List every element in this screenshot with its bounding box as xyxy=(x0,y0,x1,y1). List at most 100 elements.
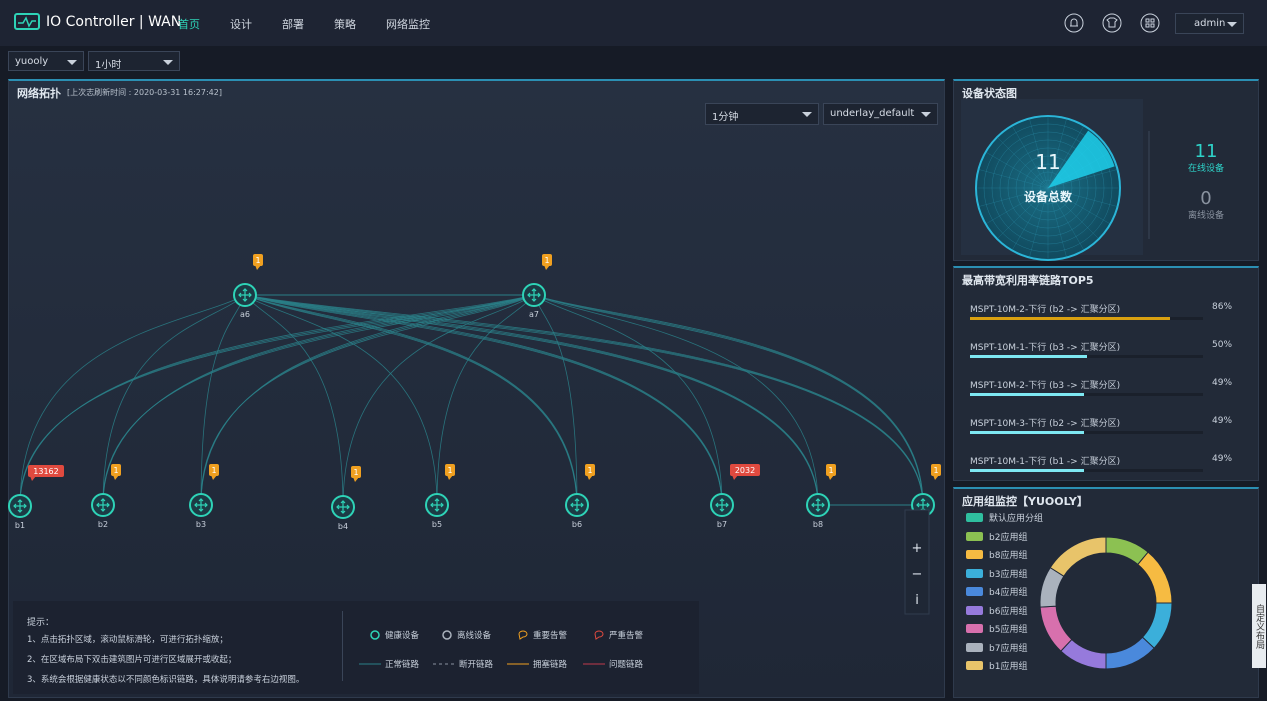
legend-icon xyxy=(370,630,380,640)
badge-count: 13162 xyxy=(33,467,58,476)
device-node[interactable]: b6 1 xyxy=(565,464,595,529)
badge-count: 1 xyxy=(113,466,118,475)
nav-item[interactable]: 设计 xyxy=(230,18,252,31)
device-node[interactable]: b8 1 xyxy=(806,464,836,529)
zoom-button[interactable]: − xyxy=(912,567,923,582)
link xyxy=(533,294,723,506)
device-node[interactable]: b1 13162 xyxy=(8,465,64,530)
legend-text: 问题链路 xyxy=(609,660,644,670)
bar-track xyxy=(970,431,1203,434)
radar-spoke xyxy=(1029,187,1049,258)
tips-title: 提示： xyxy=(27,618,55,628)
online-count: 11 xyxy=(1195,141,1218,162)
legend-text: b5应用组 xyxy=(989,625,1028,635)
donut-slice xyxy=(1049,536,1107,577)
link-name: MSPT-10M-3-下行 (b2 -> 汇聚分区) xyxy=(970,419,1121,429)
offline-label: 离线设备 xyxy=(1188,209,1224,221)
tip-line: 2、在区域布局下双击建筑图片可进行区域展开或收起； xyxy=(27,655,237,665)
badge-count: 2032 xyxy=(735,466,755,475)
legend-icon xyxy=(507,663,529,665)
top-bar: IO Controller | WAN 首页 设计 部署 策略 网络监控 admin xyxy=(0,0,1267,46)
legend-icon xyxy=(583,663,605,665)
legend-swatch xyxy=(966,513,983,522)
node-icon xyxy=(96,498,110,512)
radar-spoke xyxy=(985,151,1049,189)
legend-item: 严重告警 xyxy=(593,629,643,641)
nav-item[interactable]: 网络监控 xyxy=(386,18,430,31)
underlay-select[interactable]: underlay_default xyxy=(823,103,938,125)
nav-item[interactable]: 策略 xyxy=(334,18,356,31)
legend-text: 拥塞链路 xyxy=(533,660,568,670)
legend-text: b3应用组 xyxy=(989,569,1028,580)
alarm-badge xyxy=(826,464,836,476)
link xyxy=(102,294,535,506)
usage-bar xyxy=(970,393,1085,396)
device-node[interactable]: b7 2032 xyxy=(710,464,760,529)
logo-text: IO Controller | WAN xyxy=(46,14,182,30)
link xyxy=(244,294,723,506)
donut-slice xyxy=(1137,551,1173,604)
device-node[interactable]: b2 1 xyxy=(91,464,121,529)
interval-select[interactable]: 1分钟 xyxy=(705,103,819,125)
device-node[interactable]: b5 1 xyxy=(425,464,455,529)
legend-text: b2应用组 xyxy=(989,532,1028,543)
radar-spoke xyxy=(978,187,1049,207)
user-menu[interactable]: admin xyxy=(1175,13,1244,34)
link xyxy=(533,294,924,506)
device-node[interactable]: a6 1 xyxy=(233,254,263,319)
custom-layout-tab[interactable]: 自定义布局 xyxy=(1252,584,1266,668)
device-node[interactable]: b4 1 xyxy=(331,466,361,531)
link-percent: 49% xyxy=(1212,378,1233,388)
badge-pointer xyxy=(113,475,119,480)
app-donut xyxy=(1039,536,1173,670)
badge-count: 1 xyxy=(447,466,452,475)
radar-spoke xyxy=(1047,187,1085,251)
alarm-badge xyxy=(351,466,361,478)
site-value: yuooly xyxy=(15,56,49,67)
usage-bar xyxy=(970,469,1085,472)
link xyxy=(244,294,578,506)
bar-track xyxy=(970,355,1203,358)
node-icon xyxy=(238,288,252,302)
tip-line: 1、点击拓扑区域，滚动鼠标滑轮，可进行拓扑缩放； xyxy=(27,635,228,645)
nav-item[interactable]: 部署 xyxy=(282,18,304,31)
link xyxy=(244,294,344,508)
app-legend-item: b5应用组 xyxy=(966,622,1027,635)
top5-panel: 最高带宽利用率链路TOP5 MSPT-10M-2-下行 (b2 -> 汇聚分区)… xyxy=(953,266,1259,481)
app-legend-item: b4应用组 xyxy=(966,585,1027,598)
zoom-button[interactable]: i xyxy=(915,593,919,608)
node-icon xyxy=(430,498,444,512)
radar-spoke xyxy=(1011,187,1049,251)
range-select[interactable]: 1小时 xyxy=(88,51,180,71)
nav-item[interactable]: 首页 xyxy=(178,18,200,31)
node-label: b4 xyxy=(338,522,348,531)
zoom-button[interactable]: + xyxy=(912,541,923,556)
device-node[interactable]: a7 1 xyxy=(522,254,552,319)
link xyxy=(244,294,819,506)
links xyxy=(19,294,924,508)
legend-text: 重要告警 xyxy=(533,631,568,641)
legend-swatch xyxy=(966,550,983,559)
node-icon xyxy=(570,498,584,512)
legend-text: 默认应用分组 xyxy=(989,514,1044,524)
legend-item: 离线设备 xyxy=(441,629,491,641)
radar-spoke xyxy=(1047,125,1085,189)
alarm-badge xyxy=(585,464,595,476)
legend-text: 正常链路 xyxy=(385,660,420,670)
radar-spoke xyxy=(1047,118,1067,189)
device-status-title: 设备状态图 xyxy=(962,87,1017,100)
device-node[interactable]: 1 xyxy=(911,464,941,517)
app-legend-item: b1应用组 xyxy=(966,659,1027,672)
legend-item: 重要告警 xyxy=(517,629,567,641)
alarm-badge xyxy=(445,464,455,476)
node-label: b5 xyxy=(432,520,442,529)
legend-swatch xyxy=(966,568,983,578)
node-icon xyxy=(527,288,541,302)
bar-track xyxy=(970,469,1203,472)
site-input[interactable]: yuooly xyxy=(8,51,84,71)
online-label: 在线设备 xyxy=(1188,162,1224,174)
legend-text: b8应用组 xyxy=(989,551,1028,561)
device-node[interactable]: b3 1 xyxy=(189,464,219,529)
badge-pointer xyxy=(828,475,834,480)
link xyxy=(342,294,535,508)
